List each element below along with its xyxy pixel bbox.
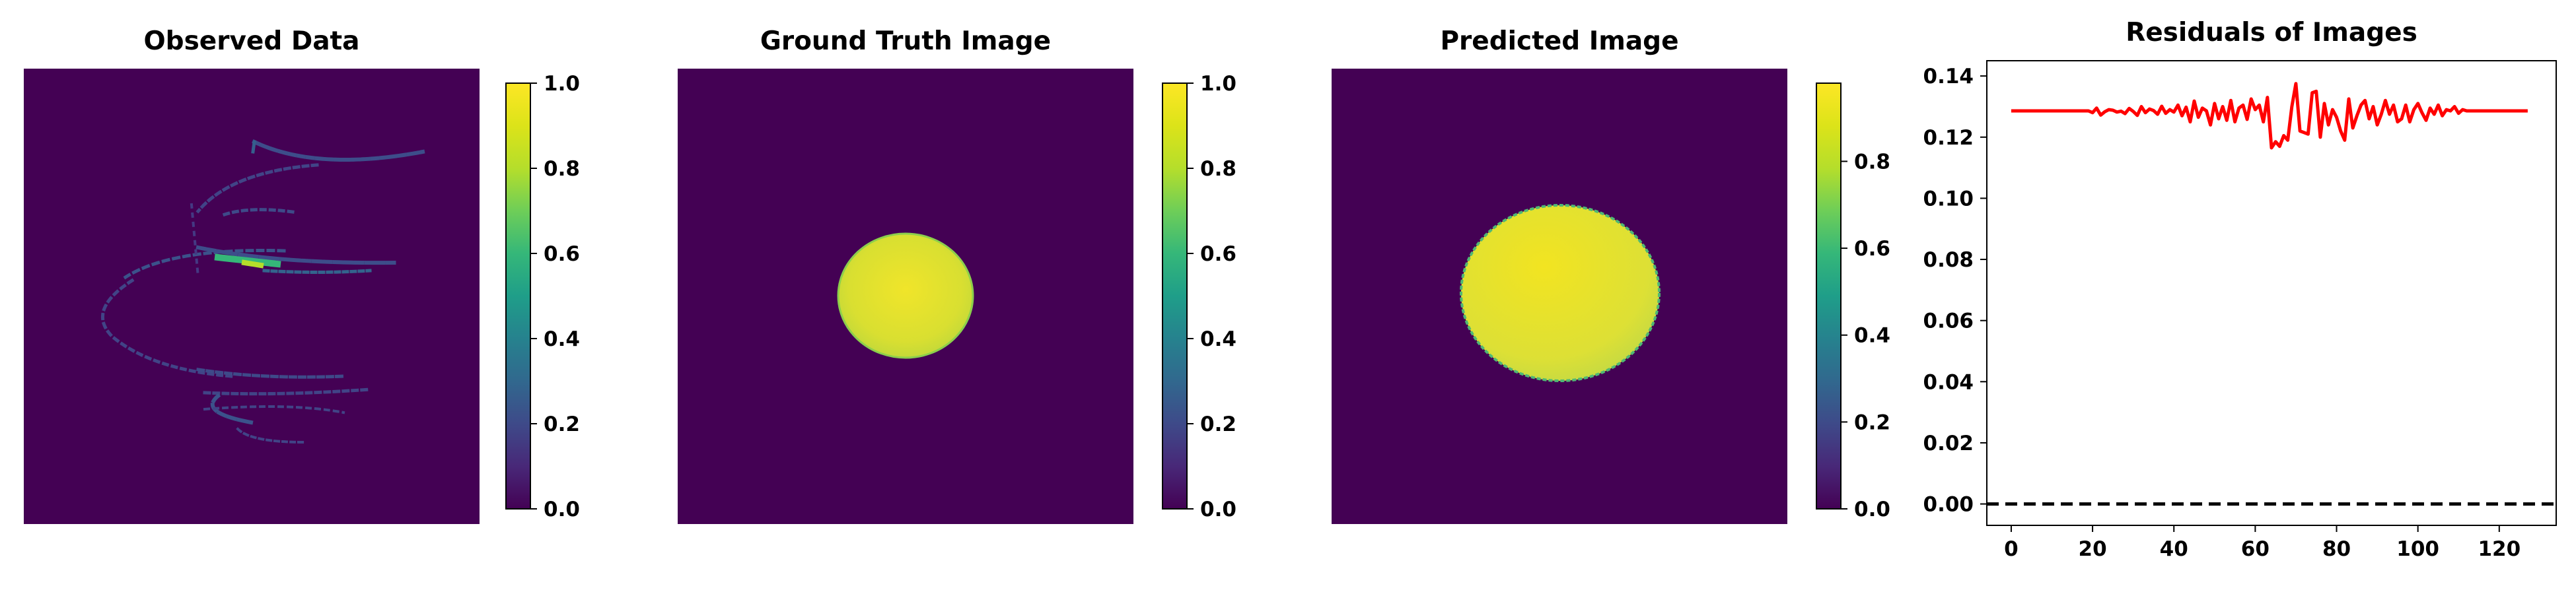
y-tick-label: 0.14: [1923, 65, 1974, 88]
x-tick-label: 0: [2004, 537, 2019, 561]
ground-truth-title: Ground Truth Image: [760, 26, 1051, 56]
y-tick-label: 0.06: [1923, 310, 1974, 333]
colorbar-tick-label: 1.0: [544, 72, 580, 96]
x-tick-label: 20: [2079, 537, 2107, 561]
colorbar-tick-label: 0.8: [544, 157, 580, 181]
y-tick-label: 0.00: [1923, 493, 1974, 517]
predicted-panel: Predicted Image 0.0 0.2 0.4 0.6 0.8: [1332, 26, 1890, 524]
y-tick-label: 0.10: [1923, 187, 1974, 211]
y-tick-label: 0.12: [1923, 126, 1974, 150]
y-tick-label: 0.02: [1923, 432, 1974, 455]
x-tick-label: 80: [2322, 537, 2351, 561]
colorbar-tick-label: 0.4: [1200, 327, 1236, 351]
ground-truth-panel: Ground Truth Image 0.0 0.2 0.4 0.6 0.8 1.0: [678, 26, 1236, 524]
predicted-title: Predicted Image: [1440, 26, 1678, 56]
observed-colorbar: [505, 82, 531, 510]
predicted-disk: [1460, 204, 1661, 382]
residuals-chart: 0.00 0.02 0.04 0.06 0.08 0.10 0.12 0.14 0 20 40 60 8…: [1923, 60, 2557, 561]
predicted-colorbar-ticks: 0.0 0.2 0.4 0.6 0.8: [1841, 150, 1890, 521]
colorbar-tick-label: 0.6: [1854, 237, 1890, 261]
colorbar-tick-label: 0.6: [544, 242, 580, 266]
observed-data-panel: Observed Data 0.0 0.2 0.4 0.6 0.8 1.0: [24, 26, 580, 524]
y-tick-label: 0.04: [1923, 370, 1974, 394]
plot-frame: [1986, 60, 2557, 526]
x-tick-label: 40: [2160, 537, 2188, 561]
colorbar-tick-label: 0.8: [1200, 157, 1236, 181]
colorbar-tick-label: 0.4: [544, 327, 580, 351]
ground-truth-colorbar: [1162, 82, 1188, 510]
residuals-title: Residuals of Images: [2126, 18, 2417, 48]
ground-truth-colorbar-ticks: 0.0 0.2 0.4 0.6 0.8 1.0: [1187, 72, 1236, 521]
colorbar-tick-label: 0.2: [1854, 411, 1890, 434]
colorbar-tick-label: 1.0: [1200, 72, 1236, 96]
x-tick-label: 120: [2478, 537, 2521, 561]
x-tick-label: 100: [2396, 537, 2439, 561]
residuals-panel: Residuals of Images 0.00 0.02 0.04 0.06 0.08…: [1923, 18, 2557, 561]
residual-series-line: [2011, 82, 2528, 150]
colorbar-tick-label: 0.0: [544, 498, 580, 521]
colorbar-tick-label: 0.4: [1854, 324, 1890, 348]
colorbar-tick-label: 0.8: [1854, 150, 1890, 174]
colorbar-tick-label: 0.2: [544, 412, 580, 436]
colorbar-tick-label: 0.2: [1200, 412, 1236, 436]
x-tick-label: 60: [2241, 537, 2270, 561]
observed-spiral: [101, 139, 425, 444]
observed-colorbar-ticks: 0.0 0.2 0.4 0.6 0.8 1.0: [530, 72, 580, 521]
predicted-colorbar: [1816, 82, 1842, 510]
observed-data-title: Observed Data: [144, 26, 360, 56]
colorbar-tick-label: 0.0: [1854, 498, 1890, 521]
colorbar-tick-label: 0.6: [1200, 242, 1236, 266]
y-tick-label: 0.08: [1923, 248, 1974, 272]
colorbar-tick-label: 0.0: [1200, 498, 1236, 521]
ground-truth-disk: [837, 232, 974, 359]
observed-data-image: [24, 69, 480, 524]
